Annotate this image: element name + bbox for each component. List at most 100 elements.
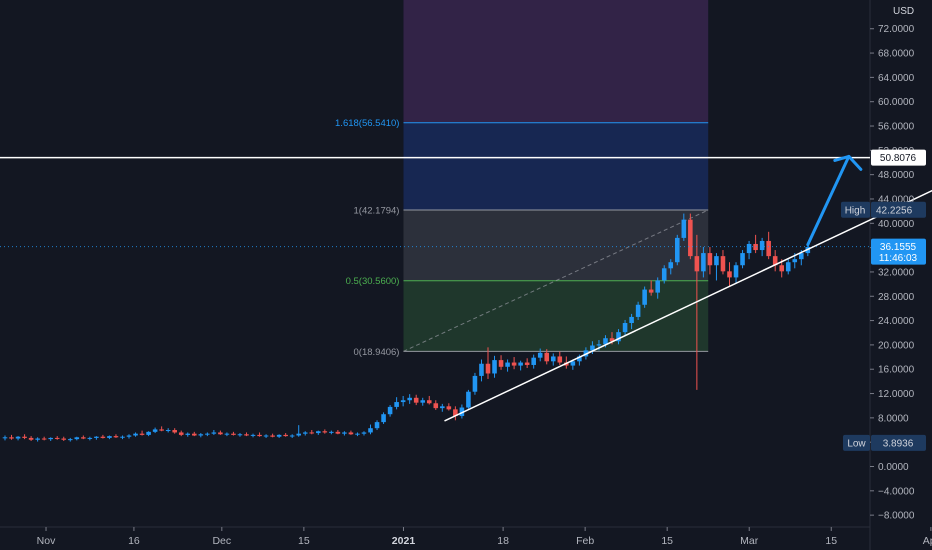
- candle-body: [41, 438, 47, 440]
- candle-body: [342, 432, 347, 434]
- candle-body: [688, 219, 693, 257]
- candle-body: [792, 259, 798, 263]
- candle-body: [753, 243, 758, 251]
- candle-body: [492, 360, 497, 374]
- candle-body: [772, 256, 778, 266]
- price-axis-label: 56.0000: [878, 122, 915, 133]
- candle-body: [316, 431, 321, 434]
- fibonacci-retracement[interactable]: 1.618(56.5410) 1(42.1794) 0.5(30.5600) 0(18…: [335, 0, 709, 358]
- candle-body: [479, 363, 484, 376]
- candle-body: [577, 356, 582, 362]
- time-axis-label: 18: [497, 535, 509, 547]
- candle-body: [413, 397, 419, 403]
- candle-body: [185, 433, 191, 435]
- candle-body: [283, 434, 288, 437]
- candle-body: [733, 265, 739, 278]
- candle-body: [139, 433, 145, 435]
- time-axis-label: Mar: [740, 535, 759, 547]
- price-axis-label: 72.0000: [878, 24, 915, 35]
- candle-body: [74, 437, 80, 440]
- candle-body: [720, 256, 726, 272]
- fib-zone-05: [403, 280, 709, 352]
- candle-body: [152, 429, 158, 432]
- price-axis-label: 0.0000: [878, 462, 909, 473]
- candle-body: [446, 406, 452, 410]
- candle-body: [459, 407, 465, 417]
- candle-body: [518, 362, 523, 366]
- fib-level-label: 1(42.1794): [354, 206, 400, 217]
- price-axis-label: 48.0000: [878, 170, 915, 181]
- candle-body: [799, 253, 804, 260]
- candle-body: [48, 437, 53, 440]
- horizontal-line-price-tag: [871, 149, 926, 166]
- candle-body: [511, 362, 517, 366]
- projection-arrow-shaft[interactable]: [806, 154, 851, 247]
- fib-zone-1: [403, 210, 709, 281]
- candle-body: [244, 434, 249, 436]
- candle-body: [420, 400, 426, 403]
- candle-body: [81, 437, 86, 439]
- candle-body: [15, 436, 21, 439]
- time-axis-label: 2021: [392, 535, 416, 547]
- time-axis-label: 15: [661, 535, 673, 547]
- candle-body: [785, 262, 791, 272]
- candle-body: [224, 433, 230, 435]
- candle-body: [596, 344, 602, 346]
- candle-body: [394, 402, 399, 407]
- candle-body: [622, 323, 628, 333]
- candle-body: [335, 431, 341, 434]
- price-axis-label: 20.0000: [878, 340, 915, 351]
- candle-body: [35, 438, 40, 440]
- candle-body: [374, 422, 380, 429]
- candle-body: [329, 431, 334, 433]
- candle-body: [381, 414, 386, 423]
- candle-body: [205, 433, 210, 435]
- candle-body: [681, 219, 687, 238]
- candle-body: [727, 271, 732, 278]
- candle-body: [557, 356, 563, 363]
- candle-body: [322, 431, 328, 433]
- low-label: Low: [847, 438, 866, 449]
- candle-body: [302, 432, 308, 434]
- candle-body: [668, 262, 674, 269]
- candle-body: [550, 356, 556, 362]
- candle-body: [433, 403, 439, 409]
- time-axis-label: Dec: [212, 535, 231, 547]
- low-label-box: [843, 434, 870, 451]
- price-axis-label: 60.0000: [878, 97, 915, 108]
- time-axis-label: 16: [128, 535, 140, 547]
- candle-body: [655, 280, 660, 293]
- candle-body: [531, 357, 536, 365]
- candle-body: [309, 432, 315, 434]
- fib-level-label: 1.618(56.5410): [335, 118, 399, 129]
- candle-body: [120, 436, 125, 438]
- projection-arrow-head[interactable]: [833, 154, 863, 171]
- candle-body: [159, 429, 164, 431]
- fib-zone-extension-top: [403, 0, 709, 123]
- price-axis-label: −4.0000: [878, 486, 915, 497]
- time-axis-label: Apr: [923, 535, 932, 547]
- candle-body: [544, 352, 550, 362]
- candle-body: [87, 437, 93, 439]
- candle-body: [231, 433, 236, 435]
- candle-body: [440, 406, 445, 409]
- candle-body: [100, 436, 106, 438]
- candle-body: [590, 345, 595, 351]
- low-price-value: 3.8936: [883, 438, 914, 449]
- candle-body: [707, 253, 713, 266]
- candle-body: [740, 253, 745, 266]
- candle-body: [616, 332, 621, 342]
- candle-body: [426, 400, 432, 404]
- candle-body: [648, 289, 654, 293]
- candle-body: [257, 434, 262, 437]
- fib-zone-1618: [403, 122, 709, 211]
- candle-body: [146, 431, 151, 435]
- candle-body: [191, 433, 197, 436]
- time-axis-label: 15: [298, 535, 310, 547]
- candle-body: [61, 438, 67, 440]
- candle-body: [472, 375, 478, 392]
- candle-body: [355, 433, 360, 435]
- candle-body: [661, 268, 667, 281]
- time-axis[interactable]: Nov 16 Dec 15 2021 18 Feb 15 Mar 15 Apr: [37, 527, 932, 547]
